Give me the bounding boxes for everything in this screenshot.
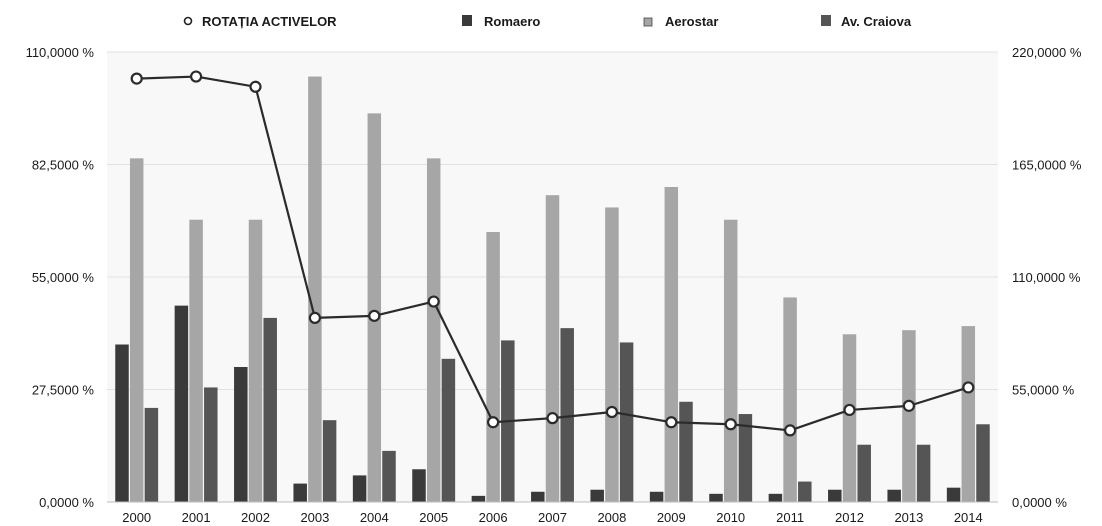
legend-marker-line xyxy=(183,16,193,26)
bar-romaero-2011 xyxy=(768,493,783,502)
bar-aerostar-2008 xyxy=(605,207,619,503)
bar-romaero-2004 xyxy=(352,475,367,502)
x-tick-label-2002: 2002 xyxy=(241,510,270,525)
bar-avcraiova-2001 xyxy=(204,387,218,502)
bar-avcraiova-2007 xyxy=(560,328,574,502)
bar-aerostar-2012 xyxy=(842,334,857,502)
bar-romaero-2007 xyxy=(531,491,545,502)
line-layer xyxy=(130,70,975,437)
y-left-tick-label: 82,5000 % xyxy=(32,158,95,173)
y-right-tick-label: 55,0000 % xyxy=(1012,383,1075,398)
point-rotatia-2003 xyxy=(308,311,321,325)
bar-aerostar-2013 xyxy=(902,330,916,502)
bar-romaero-2012 xyxy=(828,489,842,502)
bar-romaero-2014 xyxy=(946,487,961,502)
bar-romaero-2010 xyxy=(709,493,723,502)
legend: ROTAȚIA ACTIVELOR Romaero Aerostar Av. C… xyxy=(183,14,912,29)
y-left-tick-label: 27,5000 % xyxy=(32,383,95,398)
bar-avcraiova-2008 xyxy=(619,342,634,502)
bar-romaero-2005 xyxy=(412,469,426,502)
bar-aerostar-2011 xyxy=(783,297,797,502)
bar-avcraiova-2010 xyxy=(738,414,753,502)
point-rotatia-2011 xyxy=(783,424,797,437)
bar-romaero-2009 xyxy=(649,491,664,502)
point-rotatia-2002 xyxy=(249,80,262,93)
bars-layer xyxy=(115,76,990,503)
legend-label-avcraiova: Av. Craiova xyxy=(841,14,912,29)
bar-aerostar-2002 xyxy=(248,219,263,502)
point-rotatia-2008 xyxy=(605,405,619,419)
x-tick-label-2014: 2014 xyxy=(954,510,983,525)
bar-aerostar-2000 xyxy=(129,158,144,502)
point-rotatia-2001 xyxy=(190,70,203,83)
bar-aerostar-2005 xyxy=(426,158,441,502)
bar-avcraiova-2000 xyxy=(144,407,159,502)
bar-romaero-2006 xyxy=(471,495,486,502)
bar-aerostar-2007 xyxy=(545,195,560,502)
point-rotatia-2004 xyxy=(368,309,381,322)
bar-aerostar-2009 xyxy=(664,187,679,502)
y-left-tick-label: 0,0000 % xyxy=(39,495,94,510)
bar-avcraiova-2004 xyxy=(382,450,396,502)
bar-avcraiova-2012 xyxy=(857,444,871,502)
bar-aerostar-2003 xyxy=(308,76,322,502)
legend-swatch-avcraiova xyxy=(821,15,831,26)
bar-romaero-2003 xyxy=(293,483,307,502)
y-right-tick-label: 220,0000 % xyxy=(1012,45,1082,60)
point-rotatia-2006 xyxy=(487,416,500,429)
x-tick-label-2009: 2009 xyxy=(657,510,686,525)
x-tick-label-2000: 2000 xyxy=(122,510,151,525)
y-left-tick-label: 55,0000 % xyxy=(32,270,95,285)
legend-swatch-aerostar xyxy=(643,17,653,27)
x-tick-label-2010: 2010 xyxy=(716,510,745,525)
bar-romaero-2008 xyxy=(590,489,604,502)
bar-aerostar-2006 xyxy=(486,232,500,502)
bar-romaero-2002 xyxy=(234,367,248,502)
point-rotatia-2007 xyxy=(546,412,559,425)
y-right-tick-label: 0,0000 % xyxy=(1012,495,1067,510)
legend-label-rotatia: ROTAȚIA ACTIVELOR xyxy=(202,14,337,29)
x-tick-label-2008: 2008 xyxy=(597,510,626,525)
x-tick-label-2013: 2013 xyxy=(894,510,923,525)
point-rotatia-2014 xyxy=(962,381,975,394)
point-rotatia-2000 xyxy=(130,72,143,85)
bar-avcraiova-2011 xyxy=(798,481,812,502)
point-rotatia-2010 xyxy=(724,418,737,431)
bar-avcraiova-2009 xyxy=(679,401,693,502)
bar-avcraiova-2014 xyxy=(976,424,990,502)
bar-aerostar-2010 xyxy=(723,219,738,502)
point-rotatia-2009 xyxy=(665,416,678,429)
bar-avcraiova-2003 xyxy=(322,420,337,502)
point-rotatia-2012 xyxy=(843,403,856,417)
bar-romaero-2000 xyxy=(115,344,129,502)
bar-avcraiova-2005 xyxy=(441,358,456,502)
bar-romaero-2013 xyxy=(887,489,901,502)
y-right-tick-label: 110,0000 % xyxy=(1012,270,1081,285)
legend-label-romaero: Romaero xyxy=(484,14,540,29)
x-tick-label-2012: 2012 xyxy=(835,510,864,525)
bar-avcraiova-2013 xyxy=(916,444,931,502)
x-tick-label-2006: 2006 xyxy=(479,510,508,525)
bar-romaero-2001 xyxy=(174,305,189,502)
point-rotatia-2005 xyxy=(427,295,440,308)
y-right-tick-label: 165,0000 % xyxy=(1012,158,1082,173)
x-tick-label-2007: 2007 xyxy=(538,510,567,525)
bar-aerostar-2004 xyxy=(367,113,382,502)
bar-avcraiova-2002 xyxy=(263,317,277,502)
point-rotatia-2013 xyxy=(902,399,916,412)
bar-aerostar-2014 xyxy=(961,326,976,502)
legend-label-aerostar: Aerostar xyxy=(665,14,718,29)
x-tick-label-2003: 2003 xyxy=(300,510,329,525)
x-tick-label-2001: 2001 xyxy=(182,510,211,525)
legend-swatch-romaero xyxy=(462,15,472,26)
x-tick-label-2005: 2005 xyxy=(419,510,448,525)
axis-layer: 0,0000 % 0,0000 % 27,5000 % 55,0000 % 55,000… xyxy=(26,45,1082,525)
x-tick-label-2011: 2011 xyxy=(776,510,804,525)
bar-aerostar-2001 xyxy=(189,219,203,502)
y-left-tick-label: 110,0000 % xyxy=(26,45,95,60)
x-tick-label-2004: 2004 xyxy=(360,510,389,525)
